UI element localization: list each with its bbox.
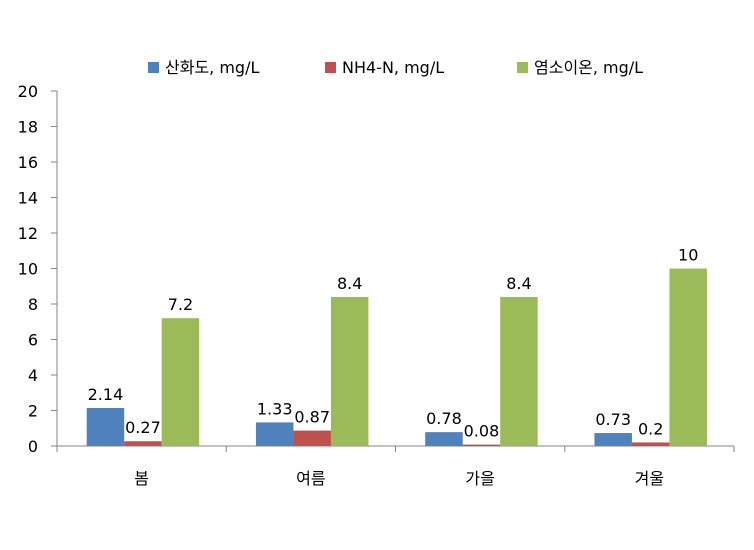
data-label: 0.2 (638, 419, 663, 438)
data-label: 8.4 (337, 274, 362, 293)
bar (462, 444, 501, 446)
data-label: 0.87 (294, 408, 330, 427)
bar (255, 422, 294, 446)
y-tick-label: 2 (28, 402, 38, 421)
data-label: 10 (678, 246, 698, 265)
bar (293, 430, 331, 446)
bar (161, 318, 200, 446)
y-tick-label: 0 (28, 437, 38, 456)
legend-swatch (325, 62, 336, 73)
legend-label: 염소이온, mg/L (534, 58, 643, 77)
legend: 산화도, mg/L NH4-N, mg/L 염소이온, mg/L (148, 58, 643, 77)
y-tick-label: 14 (18, 189, 38, 208)
data-label: 7.2 (168, 295, 193, 314)
data-label: 0.08 (464, 422, 500, 441)
legend-label: 산화도, mg/L (165, 58, 259, 77)
data-label: 8.4 (506, 274, 531, 293)
y-tick-label: 6 (28, 331, 38, 350)
x-category-label: 가을 (465, 469, 494, 488)
data-label: 0.27 (125, 418, 161, 437)
legend-item: 염소이온, mg/L (517, 58, 643, 77)
y-tick-label: 18 (18, 118, 38, 137)
legend-swatch (148, 62, 159, 73)
y-tick-label: 16 (18, 153, 38, 172)
x-category-label: 겨울 (635, 469, 664, 488)
y-tick-label: 12 (18, 224, 38, 243)
data-label: 2.14 (88, 385, 124, 404)
x-category-label: 봄 (134, 469, 149, 488)
y-tick-label: 10 (18, 260, 38, 279)
legend-item: 산화도, mg/L (148, 58, 259, 77)
bar (425, 432, 463, 446)
bars (86, 268, 707, 446)
bar (594, 433, 632, 446)
bar (631, 442, 670, 446)
x-axis: 봄 여름 가을 겨울 (56, 445, 735, 488)
legend-swatch (517, 62, 528, 73)
bar (330, 296, 369, 446)
bar (86, 408, 125, 446)
data-label: 0.73 (595, 410, 631, 429)
bar (124, 441, 162, 446)
data-label: 0.78 (426, 409, 462, 428)
bar (669, 268, 707, 446)
y-tick-label: 8 (28, 295, 38, 314)
data-label: 1.33 (257, 399, 293, 418)
data-labels: 2.14 1.33 0.78 0.73 0.27 0.87 0.08 0.2 7.2 8.4 8.4… (88, 246, 699, 441)
y-axis: 0 2 4 6 8 10 12 14 16 18 20 (18, 82, 58, 456)
legend-label: NH4-N, mg/L (342, 58, 444, 77)
bar (500, 296, 538, 446)
legend-item: NH4-N, mg/L (325, 58, 444, 77)
x-category-label: 여름 (296, 469, 325, 488)
y-tick-label: 20 (18, 82, 38, 101)
y-tick-label: 4 (28, 366, 38, 385)
